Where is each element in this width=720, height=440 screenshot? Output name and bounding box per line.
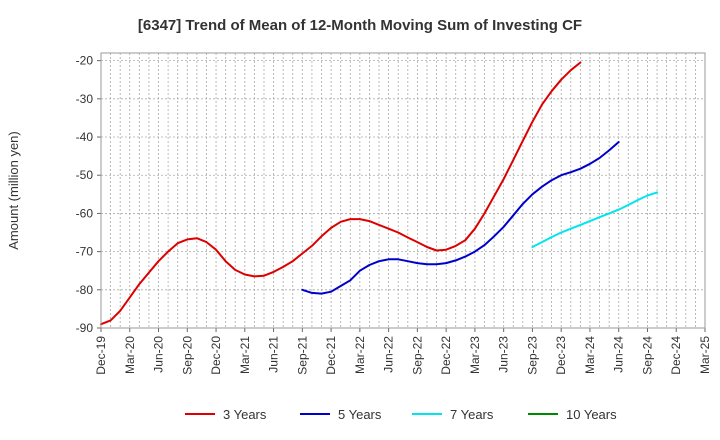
x-tick-label: Mar-23 [468,336,482,374]
x-tick-label: Dec-24 [669,336,683,375]
x-tick-label: Mar-21 [238,336,252,374]
x-tick-label: Jun-22 [382,336,396,373]
gridlines [101,53,705,328]
x-tick-label: Sep-20 [180,336,194,375]
legend-label-5-years: 5 Years [338,407,382,422]
y-tick-label: -90 [76,321,94,335]
x-tick-label: Mar-24 [583,336,597,374]
x-tick-label: Sep-21 [295,336,309,375]
x-tick-label: Mar-22 [353,336,367,374]
series-line-7-years [531,191,659,248]
legend-label-10-years: 10 Years [566,407,617,422]
y-tick-label: -30 [76,92,94,106]
x-tick-label: Jun-23 [497,336,511,373]
y-tick-label: -60 [76,206,94,220]
x-tick-label: Dec-21 [324,336,338,375]
x-tick-label: Dec-20 [209,336,223,375]
x-tick-label: Sep-24 [640,336,654,375]
x-tick-label: Dec-23 [554,336,568,375]
y-tick-label: -20 [76,54,94,68]
x-tick-label: Mar-20 [123,336,137,374]
chart-title: [6347] Trend of Mean of 12-Month Moving … [138,17,582,34]
x-tick-label: Mar-25 [698,336,712,374]
y-tick-label: -80 [76,283,94,297]
series-line-3-years [100,61,582,326]
y-tick-label: -40 [76,130,94,144]
series-line-5-years [301,141,620,295]
x-tick-label: Jun-24 [612,336,626,373]
x-tick-label: Jun-20 [152,336,166,373]
series-lines [100,61,659,326]
x-tick-label: Jun-21 [267,336,281,373]
x-axis: Dec-19 Mar-20 Jun-20 Sep-20 Dec-20 Mar-21 Jun-… [94,328,712,375]
legend: 3 Years 5 Years 7 Years 10 Years [185,407,617,422]
legend-label-7-years: 7 Years [450,407,494,422]
legend-label-3-years: 3 Years [223,407,267,422]
y-tick-label: -70 [76,245,94,259]
y-axis-label: Amount (million yen) [6,131,21,250]
y-axis: -20 -30 -40 -50 -60 -70 -80 -90 [76,54,101,335]
y-tick-label: -50 [76,168,94,182]
x-tick-label: Sep-22 [410,336,424,375]
x-tick-label: Dec-19 [94,336,108,375]
plot-frame [100,52,706,329]
x-tick-label: Sep-23 [525,336,539,375]
x-tick-label: Dec-22 [439,336,453,375]
